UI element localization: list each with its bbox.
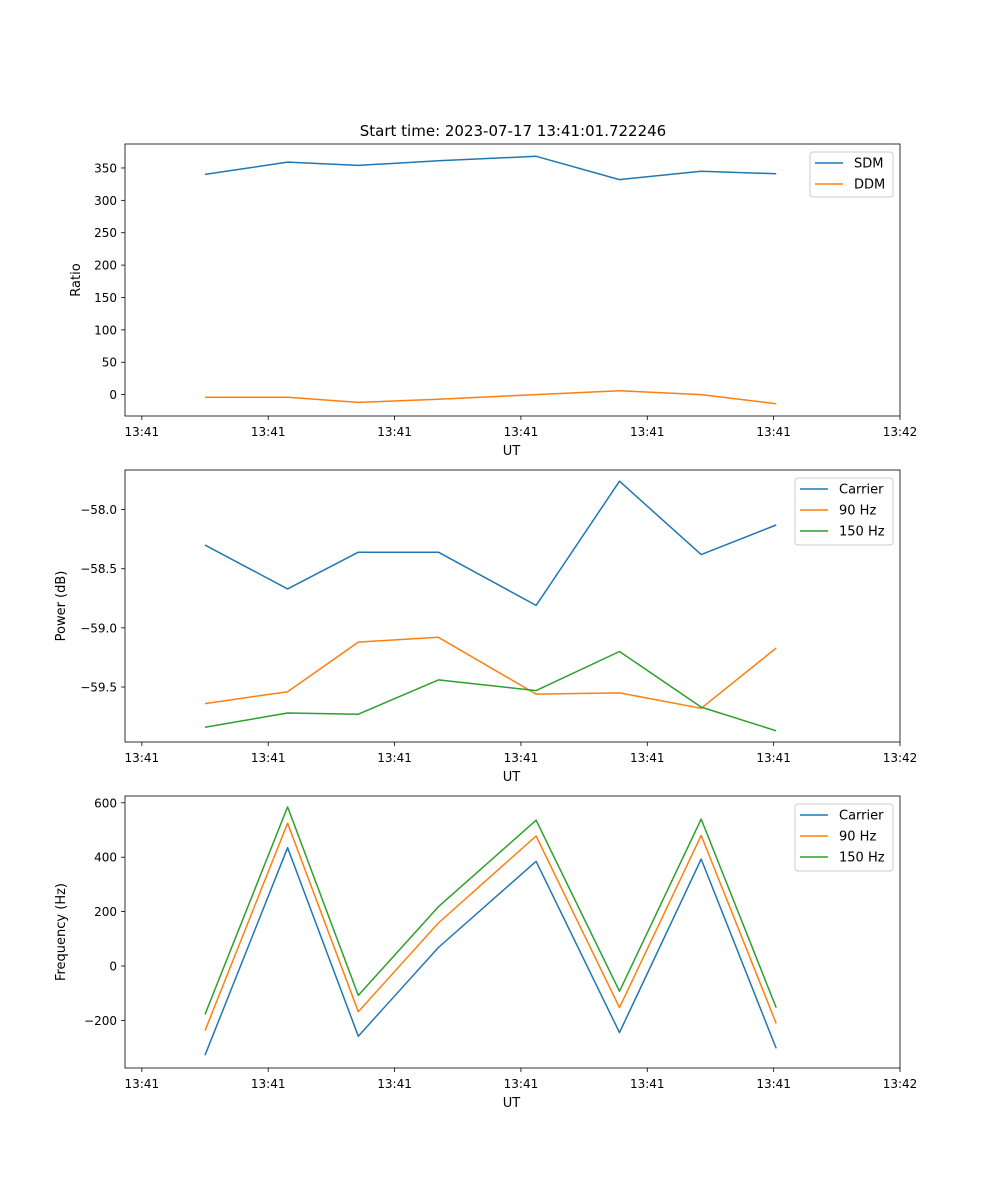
axes-frame <box>124 795 901 1069</box>
y-tick-label: 200 <box>94 905 117 919</box>
series-line-90-hz <box>204 636 777 710</box>
legend: SDM DDM <box>809 151 894 198</box>
x-axis-label: UT <box>503 1096 521 1111</box>
y-tick-label: −59.0 <box>80 621 117 635</box>
y-axis-label: Frequency (Hz) <box>54 883 69 981</box>
legend-label: SDM <box>854 157 883 172</box>
x-tick-label: 13:41 <box>125 751 160 765</box>
y-tick-label: 400 <box>94 851 117 865</box>
series-line-150-hz <box>204 806 777 1015</box>
legend-label: 90 Hz <box>839 830 876 845</box>
x-tick-label: 13:41 <box>251 751 286 765</box>
y-axis-label: Ratio <box>69 263 84 296</box>
figure-title: Start time: 2023-07-17 13:41:01.722246 <box>360 122 666 140</box>
y-tick-label: 250 <box>94 226 117 240</box>
axes-frame <box>124 143 901 417</box>
y-tick-label: 0 <box>109 960 117 974</box>
x-axis-label: UT <box>503 770 521 785</box>
legend-box <box>794 803 894 872</box>
x-tick-label: 13:41 <box>630 425 665 439</box>
panels: 13:41 13:41 13:41 13:41 13:41 13:41 13:42 0 50 10… <box>54 143 918 1111</box>
y-tick-label: 200 <box>94 259 117 273</box>
series-line-90-hz <box>204 822 777 1031</box>
legend-label: DDM <box>854 178 885 193</box>
series-line-sdm <box>204 155 777 181</box>
series-line-carrier <box>204 846 777 1056</box>
x-tick-label: 13:41 <box>377 1077 412 1091</box>
x-tick-label: 13:42 <box>883 425 918 439</box>
x-tick-label: 13:41 <box>630 1077 665 1091</box>
panel-2: 13:41 13:41 13:41 13:41 13:41 13:41 13:42 −59.5… <box>54 469 918 785</box>
x-tick-label: 13:41 <box>504 1077 539 1091</box>
y-tick-label: −58.5 <box>80 562 117 576</box>
x-tick-label: 13:41 <box>377 751 412 765</box>
x-tick-label: 13:41 <box>504 425 539 439</box>
legend-label: Carrier <box>839 809 884 824</box>
x-tick-label: 13:41 <box>251 1077 286 1091</box>
x-tick-label: 13:41 <box>756 1077 791 1091</box>
x-tick-label: 13:41 <box>756 425 791 439</box>
x-tick-label: 13:41 <box>125 425 160 439</box>
legend-label: 150 Hz <box>839 851 885 866</box>
legend: Carrier 90 Hz 150 Hz <box>794 803 894 872</box>
y-tick-label: −200 <box>84 1014 117 1028</box>
y-tick-label: −58.0 <box>80 503 117 517</box>
y-tick-label: 300 <box>94 194 117 208</box>
legend-label: 150 Hz <box>839 525 885 540</box>
legend-label: 90 Hz <box>839 504 876 519</box>
series-line-150-hz <box>204 650 777 732</box>
y-tick-label: 100 <box>94 323 117 337</box>
panel-1: 13:41 13:41 13:41 13:41 13:41 13:41 13:42 0 50 10… <box>69 143 918 459</box>
axes-frame <box>124 469 901 743</box>
legend-box <box>794 477 894 546</box>
series-line-carrier <box>204 480 777 607</box>
y-tick-label: 50 <box>102 356 117 370</box>
panel-3: 13:41 13:41 13:41 13:41 13:41 13:41 13:42 −200 0… <box>54 795 918 1111</box>
series-line-ddm <box>205 389 777 405</box>
x-tick-label: 13:41 <box>125 1077 160 1091</box>
x-axis-label: UT <box>503 444 521 459</box>
x-tick-label: 13:42 <box>883 1077 918 1091</box>
x-tick-label: 13:41 <box>504 751 539 765</box>
x-tick-label: 13:41 <box>377 425 412 439</box>
y-tick-label: 150 <box>94 291 117 305</box>
y-tick-label: −59.5 <box>80 681 117 695</box>
x-tick-label: 13:42 <box>883 751 918 765</box>
y-tick-label: 600 <box>94 796 117 810</box>
x-tick-label: 13:41 <box>756 751 791 765</box>
y-tick-label: 350 <box>94 161 117 175</box>
x-tick-label: 13:41 <box>630 751 665 765</box>
legend-label: Carrier <box>839 483 884 498</box>
legend: Carrier 90 Hz 150 Hz <box>794 477 894 546</box>
y-axis-label: Power (dB) <box>54 571 69 642</box>
x-tick-label: 13:41 <box>251 425 286 439</box>
y-tick-label: 0 <box>109 388 117 402</box>
